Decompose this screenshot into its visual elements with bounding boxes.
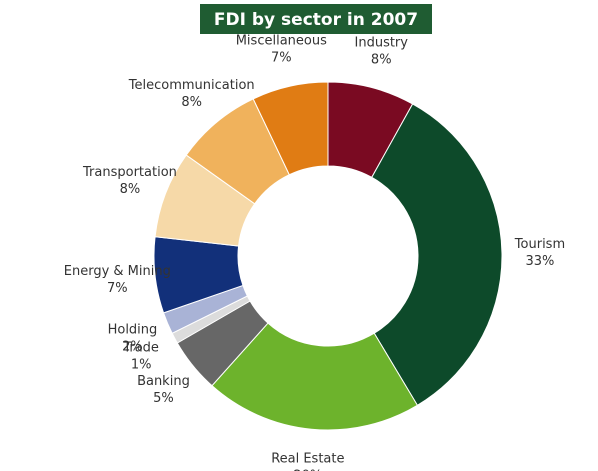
slice-label: Energy & Mining bbox=[64, 264, 171, 279]
slice-label: Telecommunication bbox=[128, 78, 255, 93]
slice-value-label: 5% bbox=[153, 391, 174, 406]
slice-value-label: 8% bbox=[371, 52, 392, 67]
slice-value-label: 1% bbox=[131, 358, 152, 373]
slice-value-label: 33% bbox=[526, 254, 555, 269]
slice-label: Industry bbox=[355, 35, 409, 50]
slice-value-label: 2% bbox=[122, 339, 143, 354]
chart-title: FDI by sector in 2007 bbox=[214, 10, 418, 30]
slice-label: Banking bbox=[137, 374, 190, 389]
slice-value-label: 8% bbox=[120, 182, 141, 197]
slice-label: Transportation bbox=[82, 165, 177, 180]
title-box bbox=[200, 4, 432, 34]
slice-label: Holding bbox=[108, 322, 158, 337]
slice-label: Miscellaneous bbox=[236, 34, 327, 49]
donut-slice bbox=[371, 103, 503, 406]
slice-value-label: 7% bbox=[107, 281, 128, 296]
slice-label: Tourism bbox=[514, 237, 565, 252]
slice-value-label: 20% bbox=[293, 469, 322, 471]
slice-value-label: 7% bbox=[271, 51, 292, 66]
slice-label: Trade bbox=[122, 341, 159, 356]
donut-slice bbox=[211, 322, 419, 431]
slice-label: Real Estate bbox=[271, 452, 344, 467]
slice-value-label: 8% bbox=[181, 95, 202, 110]
donut-slice bbox=[252, 81, 329, 176]
